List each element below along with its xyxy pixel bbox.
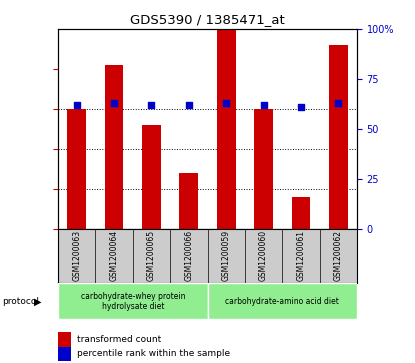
Text: GSM1200062: GSM1200062 [334,231,343,281]
Text: GSM1200060: GSM1200060 [259,231,268,281]
Point [111,100,117,106]
Bar [58,283,208,319]
Point [223,100,229,106]
Text: ▶: ▶ [34,296,42,306]
Title: GDS5390 / 1385471_at: GDS5390 / 1385471_at [130,13,285,26]
Point [260,102,267,108]
Point [298,104,304,110]
Text: protocol: protocol [2,297,39,306]
Text: carbohydrate-amino acid diet: carbohydrate-amino acid diet [225,297,339,306]
Bar [329,45,348,363]
Bar [142,125,161,363]
Point [335,100,342,106]
Text: GSM1200059: GSM1200059 [222,231,231,281]
Text: GSM1200066: GSM1200066 [184,231,193,281]
Text: GSM1200061: GSM1200061 [296,231,305,281]
Text: transformed count: transformed count [77,335,161,344]
Bar [291,197,310,363]
Point [148,102,155,108]
Text: GSM1200065: GSM1200065 [147,231,156,281]
Point [73,102,80,108]
Text: percentile rank within the sample: percentile rank within the sample [77,350,230,358]
Bar [217,25,236,363]
Text: GSM1200064: GSM1200064 [110,231,119,281]
Point [186,102,192,108]
Bar [67,109,86,363]
Bar [105,65,124,363]
Text: carbohydrate-whey protein
hydrolysate diet: carbohydrate-whey protein hydrolysate di… [81,291,185,311]
Bar [208,283,357,319]
Text: GSM1200063: GSM1200063 [72,231,81,281]
Bar [254,109,273,363]
Bar [179,173,198,363]
